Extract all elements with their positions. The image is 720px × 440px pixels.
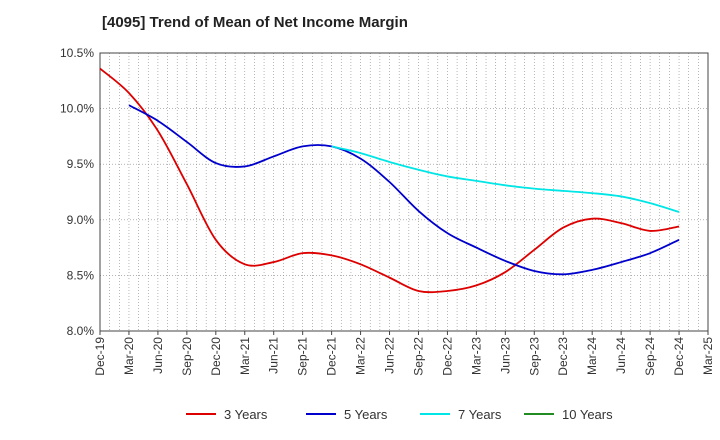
- x-tick-label: Mar-22: [354, 337, 368, 375]
- x-tick-label: Mar-25: [701, 337, 715, 375]
- y-tick-label: 8.0%: [67, 324, 95, 338]
- x-tick-label: Mar-20: [122, 337, 136, 375]
- x-tick-label: Dec-20: [209, 337, 223, 376]
- y-tick-label: 10.5%: [60, 46, 94, 60]
- x-tick-label: Dec-22: [440, 337, 454, 376]
- legend-label-5-years: 5 Years: [344, 407, 388, 422]
- x-tick-label: Mar-21: [238, 337, 252, 375]
- x-tick-label: Jun-22: [383, 337, 397, 374]
- x-tick-label: Dec-23: [556, 337, 570, 376]
- series-line-7-years: [331, 145, 680, 213]
- x-tick-label: Jun-24: [614, 337, 628, 374]
- x-tick-label: Sep-23: [527, 337, 541, 376]
- x-tick-label: Sep-21: [296, 337, 310, 376]
- chart-title: [4095] Trend of Mean of Net Income Margi…: [102, 14, 408, 31]
- x-tick-label: Dec-19: [93, 337, 107, 376]
- x-tick-label: Jun-21: [267, 337, 281, 374]
- x-tick-label: Sep-22: [411, 337, 425, 376]
- y-tick-label: 10.0%: [60, 102, 94, 116]
- grid: [99, 52, 709, 332]
- legend-label-10-years: 10 Years: [562, 407, 613, 422]
- x-tick-label: Jun-23: [498, 337, 512, 374]
- y-tick-label: 8.5%: [67, 268, 95, 282]
- axes: 8.0% 8.5% 9.0% 9.5% 10.0% 10.5% Dec-19 Mar-20 Ju…: [60, 46, 715, 376]
- x-tick-label: Sep-20: [180, 337, 194, 376]
- plot-frame: [99, 52, 709, 332]
- legend: 3 Years 5 Years 7 Years 10 Years: [186, 407, 613, 422]
- x-tick-label: Dec-21: [325, 337, 339, 376]
- series-lines: [99, 67, 680, 294]
- series-line-5-years: [128, 104, 680, 276]
- x-tick-label: Mar-24: [585, 337, 599, 375]
- legend-label-3-years: 3 Years: [224, 407, 268, 422]
- x-tick-label: Jun-20: [151, 337, 165, 374]
- x-tick-label: Sep-24: [643, 337, 657, 376]
- y-tick-label: 9.5%: [67, 157, 95, 171]
- y-tick-label: 9.0%: [67, 213, 95, 227]
- legend-label-7-years: 7 Years: [458, 407, 502, 422]
- x-tick-label: Dec-24: [672, 337, 686, 376]
- series-line-3-years: [99, 67, 680, 294]
- x-tick-label: Mar-23: [469, 337, 483, 375]
